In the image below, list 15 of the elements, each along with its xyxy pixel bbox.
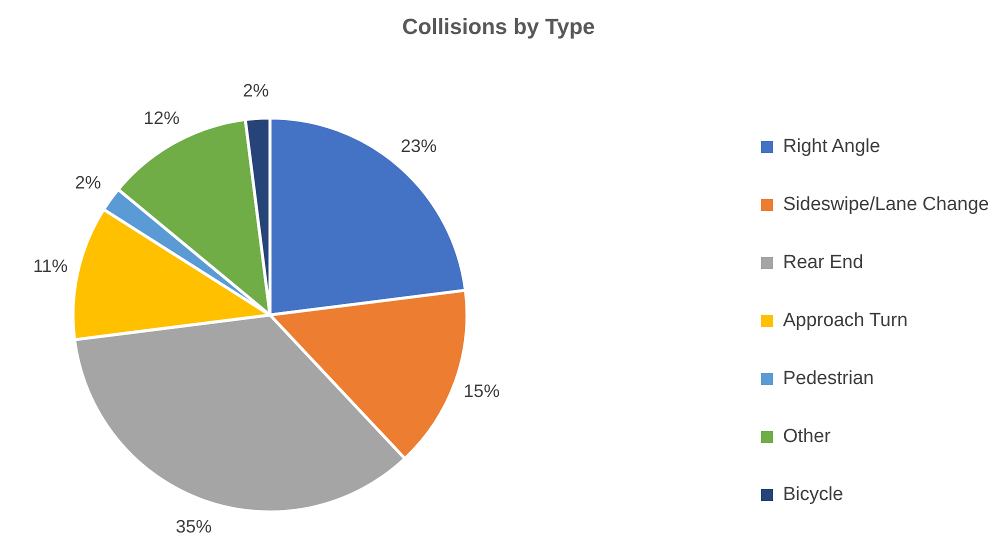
legend-label: Other — [783, 426, 831, 448]
chart-title: Collisions by Type — [401, 14, 596, 40]
data-label: 23% — [400, 136, 437, 156]
data-label: 11% — [33, 256, 68, 276]
data-label: 35% — [176, 516, 212, 537]
legend-label: Approach Turn — [783, 310, 908, 332]
data-label: 12% — [144, 108, 180, 128]
data-label: 15% — [464, 381, 500, 402]
data-label: 2% — [74, 172, 101, 193]
legend-label: Rear End — [783, 252, 864, 274]
data-label: 2% — [242, 80, 269, 100]
legend-label: Right Angle — [783, 136, 880, 158]
legend-label: Sideswipe/Lane Change — [783, 194, 989, 216]
legend-label: Pedestrian — [783, 368, 874, 390]
legend-label: Bicycle — [783, 484, 844, 506]
